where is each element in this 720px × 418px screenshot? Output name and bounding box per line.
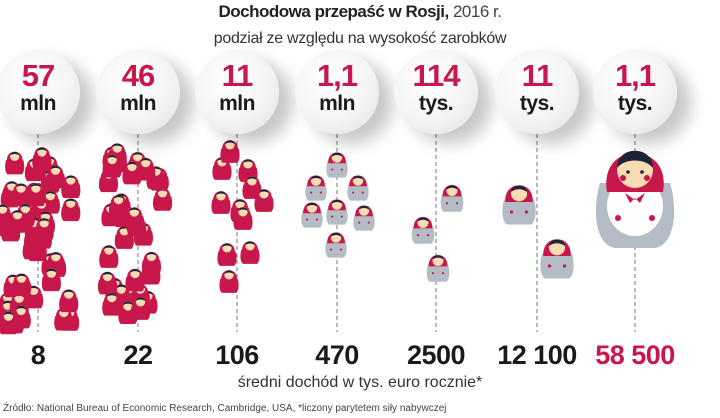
income-label: 106 — [215, 340, 259, 370]
doll-icon — [7, 210, 28, 233]
chart-title: Dochodowa przepaść w Rosji, 2016 r. — [218, 2, 502, 21]
doll-icon — [97, 271, 118, 295]
doll-icon — [136, 157, 156, 181]
doll-icon — [0, 204, 13, 228]
doll-icon — [152, 188, 173, 211]
doll-icon — [26, 183, 46, 206]
doll-icon — [11, 183, 31, 207]
doll-icon — [141, 251, 162, 275]
doll-icon — [130, 297, 151, 320]
population-unit: mln — [20, 92, 56, 115]
doll-icon — [11, 273, 32, 297]
doll-icon — [233, 207, 253, 230]
doll-icon — [0, 311, 19, 335]
income-label: 58 500 — [595, 340, 675, 370]
doll-icon — [326, 199, 348, 225]
x-axis-label: średni dochód w tys. euro rocznie* — [237, 374, 483, 391]
doll-icon — [61, 175, 81, 198]
population-value: 11 — [521, 58, 554, 93]
doll-icon — [211, 191, 231, 214]
population-unit: tys. — [617, 92, 653, 115]
population-value: 1,1 — [316, 58, 358, 93]
doll-icon — [102, 292, 122, 316]
population-value: 114 — [412, 58, 460, 93]
population-value: 11 — [221, 58, 254, 93]
source-note: Źródło: National Bureau of Economic Rese… — [3, 403, 447, 414]
doll-icon — [219, 270, 239, 293]
doll-icon — [502, 185, 536, 225]
doll-icon — [5, 151, 25, 175]
population-unit: tys. — [418, 92, 454, 115]
doll-icon — [426, 254, 450, 282]
income-label: 22 — [123, 340, 153, 370]
doll-icon — [301, 202, 323, 228]
population-unit: mln — [219, 92, 255, 115]
doll-icon — [61, 198, 81, 222]
population-unit: tys. — [519, 92, 555, 115]
doll-icon — [99, 245, 119, 268]
doll-icon — [122, 161, 142, 185]
population-value: 1,1 — [614, 58, 656, 93]
population-bubble: 11 tys. — [495, 50, 579, 134]
population-unit: mln — [120, 92, 156, 115]
income-label: 470 — [315, 340, 359, 370]
doll-icon — [125, 268, 145, 292]
doll-icon — [45, 165, 66, 189]
income-label: 12 100 — [497, 340, 577, 370]
population-value: 46 — [121, 58, 155, 93]
doll-icon — [108, 194, 129, 218]
doll-icon — [46, 252, 66, 275]
doll-icon — [325, 232, 347, 258]
doll-icon — [347, 175, 369, 201]
doll-icon — [217, 243, 237, 266]
doll-icon — [59, 289, 79, 313]
population-unit: mln — [319, 92, 355, 115]
population-bubble: 1,1 mln — [295, 50, 379, 134]
doll-icon — [326, 152, 348, 178]
population-bubble: 46 mln — [96, 50, 180, 134]
doll-icon — [32, 147, 52, 170]
income-label: 2500 — [406, 340, 466, 370]
population-value: 57 — [21, 58, 55, 93]
doll-icon — [41, 268, 61, 292]
population-bubble: 57 mln — [0, 50, 80, 134]
doll-icon — [34, 218, 54, 241]
chart-subtitle: podział ze względu na wysokość zarobków — [213, 30, 507, 47]
doll-icon — [238, 159, 258, 182]
doll-icon — [124, 207, 144, 230]
population-bubble: 11 mln — [195, 50, 279, 134]
doll-icon — [254, 189, 274, 212]
doll-icon — [220, 140, 240, 163]
doll-icon — [240, 241, 260, 264]
doll-icon — [305, 175, 327, 201]
doll-icon — [411, 216, 435, 244]
doll-icon — [353, 205, 375, 231]
doll-icon — [102, 154, 122, 178]
population-bubble: 114 tys. — [394, 50, 478, 134]
population-bubble: 1,1 tys. — [593, 50, 677, 134]
doll-icon — [440, 184, 464, 212]
doll-icon — [540, 239, 574, 279]
doll-icon-large — [595, 150, 675, 248]
income-label: 8 — [30, 340, 46, 370]
